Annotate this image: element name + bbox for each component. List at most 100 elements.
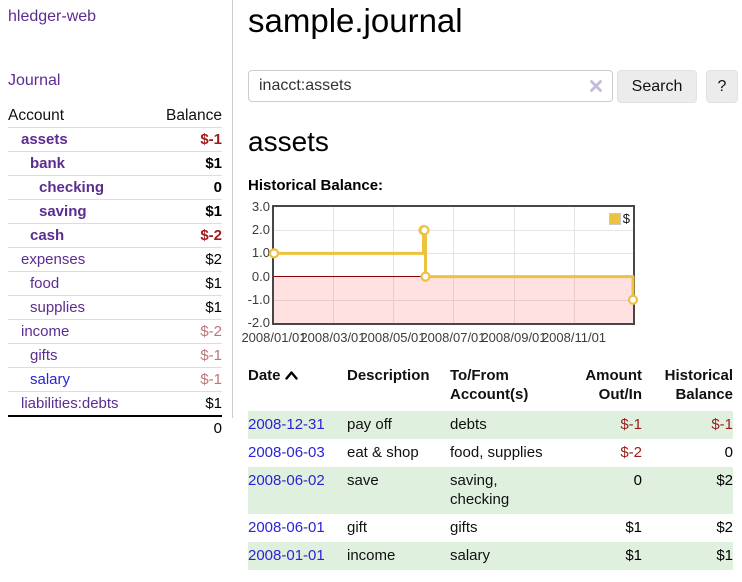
transaction-row: 2008-06-03 eat & shop food, supplies $-2… xyxy=(248,439,733,467)
chart-legend: $ xyxy=(608,211,630,226)
account-balance: $1 xyxy=(205,275,222,292)
account-row-assets: assets $-1 xyxy=(8,127,222,151)
transaction-date-link[interactable]: 2008-06-03 xyxy=(248,444,325,461)
account-link-supplies[interactable]: supplies xyxy=(30,299,86,316)
help-button[interactable]: ? xyxy=(706,70,738,103)
account-link-expenses[interactable]: expenses xyxy=(21,251,86,268)
transaction-accounts: debts xyxy=(450,416,487,433)
account-link-salary[interactable]: salary xyxy=(30,371,71,388)
legend-label: $ xyxy=(622,211,630,226)
account-balance-table: Account Balance assets $-1 bank $1 check… xyxy=(8,103,222,439)
transaction-description: gift xyxy=(347,519,368,536)
account-link-assets[interactable]: assets xyxy=(21,131,68,148)
account-link-bank[interactable]: bank xyxy=(30,155,66,172)
transaction-amount: $-2 xyxy=(620,444,642,461)
transaction-row: 2008-06-02 save saving, checking 0 $2 xyxy=(248,467,733,514)
account-total-value: 0 xyxy=(213,419,222,437)
account-balance: $1 xyxy=(205,203,222,220)
chart-title: Historical Balance: xyxy=(248,177,384,194)
column-header-accounts: To/From Account(s) xyxy=(450,367,529,403)
account-link-gifts[interactable]: gifts xyxy=(30,347,58,364)
chart-plot-area: $ xyxy=(268,205,639,325)
account-row-liabilities-debts: liabilities:debts $1 xyxy=(8,391,222,415)
x-tick: 2008/05/01 xyxy=(360,330,426,345)
historical-balance-chart: 3.0 2.0 1.0 0.0 -1.0 -2.0 xyxy=(241,199,742,350)
account-link-food[interactable]: food xyxy=(30,275,60,292)
account-row-salary: salary $-1 xyxy=(8,367,222,391)
transaction-amount: $1 xyxy=(625,547,642,564)
transaction-amount: 0 xyxy=(633,472,642,489)
account-table-header: Account Balance xyxy=(8,103,222,127)
transaction-amount: $-1 xyxy=(620,416,642,433)
account-row-food: food $1 xyxy=(8,271,222,295)
y-tick: 1.0 xyxy=(251,245,270,260)
account-balance: $-2 xyxy=(200,227,222,244)
account-balance: $-1 xyxy=(200,131,222,148)
account-balance: $2 xyxy=(205,251,222,268)
transaction-accounts: gifts xyxy=(450,519,478,536)
transaction-balance: $2 xyxy=(716,472,733,489)
account-column-header: Account xyxy=(8,106,65,124)
x-tick: 2008/03/01 xyxy=(300,330,366,345)
transaction-date-link[interactable]: 2008-06-02 xyxy=(248,472,325,489)
transaction-description: save xyxy=(347,472,379,489)
transaction-accounts: saving, checking xyxy=(450,472,510,508)
account-link-cash[interactable]: cash xyxy=(30,227,65,244)
y-tick: 3.0 xyxy=(251,199,270,214)
account-balance: $-2 xyxy=(200,323,222,340)
search-input[interactable] xyxy=(248,70,613,102)
account-link-liabilities-debts[interactable]: liabilities:debts xyxy=(21,395,119,412)
transaction-date-link[interactable]: 2008-06-01 xyxy=(248,519,325,536)
transaction-balance: $2 xyxy=(716,519,733,536)
account-link-checking[interactable]: checking xyxy=(39,179,105,196)
account-link-saving[interactable]: saving xyxy=(39,203,87,220)
account-balance: $-1 xyxy=(200,371,222,388)
account-row-supplies: supplies $1 xyxy=(8,295,222,319)
register-header-row: Date Description To/From Account(s) Amou… xyxy=(248,362,733,411)
y-tick: -1.0 xyxy=(247,292,270,307)
balance-series-line xyxy=(268,225,639,305)
account-balance: 0 xyxy=(213,179,222,196)
current-account-title: assets xyxy=(248,126,329,157)
y-tick: 0.0 xyxy=(251,269,270,284)
account-total-row: 0 xyxy=(8,415,222,439)
register-table: Date Description To/From Account(s) Amou… xyxy=(248,362,733,570)
x-tick: 2008/01/01 xyxy=(241,330,307,345)
transaction-balance: $-1 xyxy=(711,416,733,433)
account-balance: $1 xyxy=(205,395,222,412)
account-row-gifts: gifts $-1 xyxy=(8,343,222,367)
transaction-description: pay off xyxy=(347,416,392,433)
legend-swatch-icon xyxy=(608,212,621,225)
account-link-income[interactable]: income xyxy=(21,323,70,340)
y-tick: -2.0 xyxy=(247,315,270,330)
y-tick: 2.0 xyxy=(251,222,270,237)
search-button[interactable]: Search xyxy=(617,70,697,103)
x-tick: 2008/11/01 xyxy=(541,330,607,345)
account-row-checking: checking 0 xyxy=(8,175,222,199)
transaction-row: 2008-12-31 pay off debts $-1 $-1 xyxy=(248,411,733,439)
account-balance: $1 xyxy=(205,155,222,172)
sidebar-item-journal[interactable]: Journal xyxy=(8,72,61,89)
transaction-date-link[interactable]: 2008-01-01 xyxy=(248,547,325,564)
column-header-description: Description xyxy=(347,367,430,384)
brand-link[interactable]: hledger-web xyxy=(8,8,97,25)
balance-column-header: Balance xyxy=(165,106,222,124)
transaction-description: eat & shop xyxy=(347,444,419,461)
account-row-saving: saving $1 xyxy=(8,199,222,223)
column-header-date[interactable]: Date xyxy=(248,362,347,411)
x-tick: 2008/07/01 xyxy=(420,330,486,345)
page-title: sample.journal xyxy=(248,2,463,39)
account-balance: $1 xyxy=(205,299,222,316)
search-bar: Search ? xyxy=(248,70,742,103)
account-row-bank: bank $1 xyxy=(8,151,222,175)
account-row-expenses: expenses $2 xyxy=(8,247,222,271)
transaction-amount: $1 xyxy=(625,519,642,536)
clear-search-icon[interactable] xyxy=(588,78,604,94)
column-header-amount: Amount Out/In xyxy=(585,367,642,403)
transaction-date-link[interactable]: 2008-12-31 xyxy=(248,416,325,433)
sidebar-divider xyxy=(232,0,233,418)
transaction-row: 2008-01-01 income salary $1 $1 xyxy=(248,542,733,570)
transaction-accounts: food, supplies xyxy=(450,444,543,461)
column-header-balance: Historical Balance xyxy=(664,367,733,403)
